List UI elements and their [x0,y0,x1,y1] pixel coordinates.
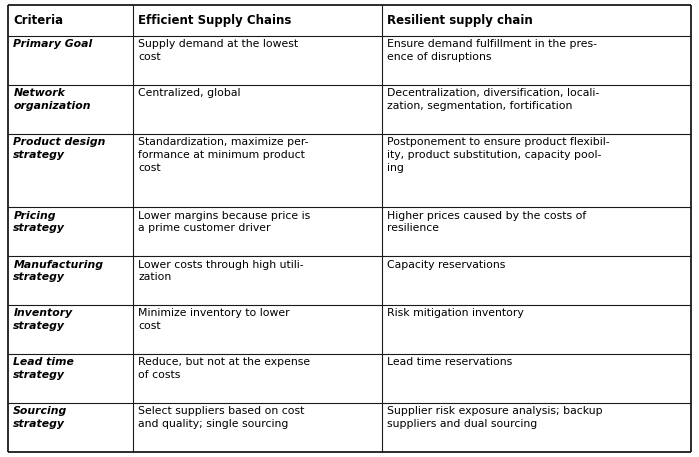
Text: Lower margins because price is
a prime customer driver: Lower margins because price is a prime c… [138,211,310,234]
Text: Lead time reservations: Lead time reservations [387,357,512,367]
Text: Product design
strategy: Product design strategy [13,137,106,160]
Text: Supply demand at the lowest
cost: Supply demand at the lowest cost [138,39,298,62]
Text: Capacity reservations: Capacity reservations [387,260,505,270]
Text: Minimize inventory to lower
cost: Minimize inventory to lower cost [138,308,290,331]
Text: Standardization, maximize per-
formance at minimum product
cost: Standardization, maximize per- formance … [138,137,309,173]
Text: Lower costs through high utili-
zation: Lower costs through high utili- zation [138,260,304,282]
Text: Criteria: Criteria [13,14,64,27]
Text: Risk mitigation inventory: Risk mitigation inventory [387,308,524,319]
Text: Lead time
strategy: Lead time strategy [13,357,74,380]
Text: Supplier risk exposure analysis; backup
suppliers and dual sourcing: Supplier risk exposure analysis; backup … [387,406,603,429]
Text: Inventory
strategy: Inventory strategy [13,308,73,331]
Text: Select suppliers based on cost
and quality; single sourcing: Select suppliers based on cost and quali… [138,406,305,429]
Text: Reduce, but not at the expense
of costs: Reduce, but not at the expense of costs [138,357,310,380]
Text: Centralized, global: Centralized, global [138,88,240,98]
Text: Manufacturing
strategy: Manufacturing strategy [13,260,103,282]
Text: Pricing
strategy: Pricing strategy [13,211,65,234]
Text: Primary Goal: Primary Goal [13,39,92,49]
Text: Efficient Supply Chains: Efficient Supply Chains [138,14,291,27]
Text: Network
organization: Network organization [13,88,91,111]
Text: Sourcing
strategy: Sourcing strategy [13,406,68,429]
Text: Ensure demand fulfillment in the pres-
ence of disruptions: Ensure demand fulfillment in the pres- e… [387,39,597,62]
Text: Higher prices caused by the costs of
resilience: Higher prices caused by the costs of res… [387,211,586,234]
Text: Resilient supply chain: Resilient supply chain [387,14,533,27]
Text: Decentralization, diversification, locali-
zation, segmentation, fortification: Decentralization, diversification, local… [387,88,599,111]
Text: Postponement to ensure product flexibil-
ity, product substitution, capacity poo: Postponement to ensure product flexibil-… [387,137,610,173]
